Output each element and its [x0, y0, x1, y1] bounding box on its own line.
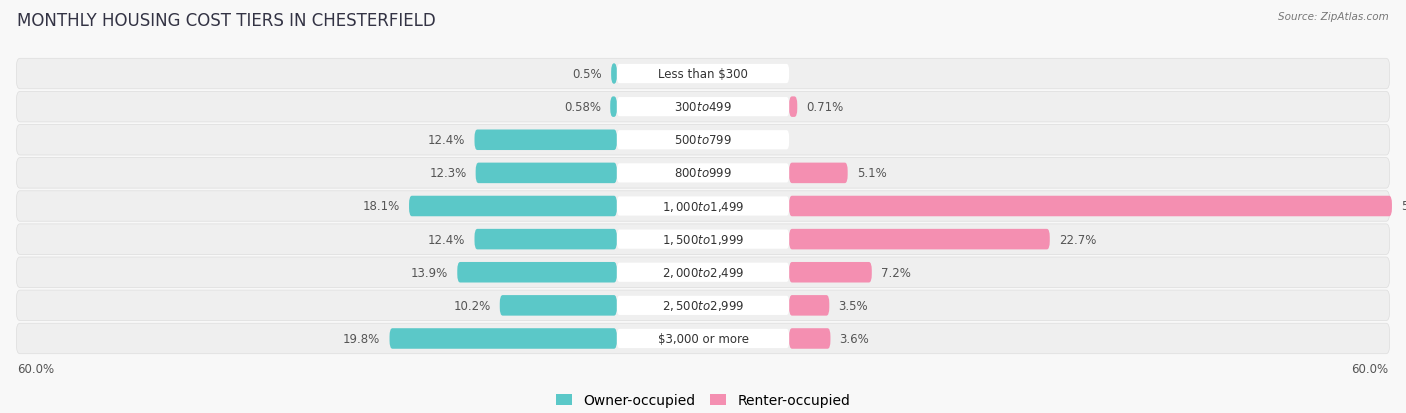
Text: $2,500 to $2,999: $2,500 to $2,999 [662, 299, 744, 313]
FancyBboxPatch shape [617, 230, 789, 249]
Text: $1,500 to $1,999: $1,500 to $1,999 [662, 233, 744, 247]
FancyBboxPatch shape [17, 191, 1389, 222]
FancyBboxPatch shape [617, 131, 789, 150]
FancyBboxPatch shape [612, 64, 617, 85]
Text: 22.7%: 22.7% [1059, 233, 1097, 246]
FancyBboxPatch shape [474, 130, 617, 151]
FancyBboxPatch shape [457, 262, 617, 283]
FancyBboxPatch shape [789, 196, 1392, 217]
FancyBboxPatch shape [617, 65, 789, 84]
Text: 0.71%: 0.71% [807, 101, 844, 114]
Text: 52.5%: 52.5% [1402, 200, 1406, 213]
Text: 18.1%: 18.1% [363, 200, 399, 213]
Text: 13.9%: 13.9% [411, 266, 449, 279]
Text: 7.2%: 7.2% [882, 266, 911, 279]
FancyBboxPatch shape [17, 92, 1389, 123]
FancyBboxPatch shape [789, 163, 848, 184]
Text: MONTHLY HOUSING COST TIERS IN CHESTERFIELD: MONTHLY HOUSING COST TIERS IN CHESTERFIE… [17, 12, 436, 30]
FancyBboxPatch shape [474, 229, 617, 250]
FancyBboxPatch shape [17, 59, 1389, 90]
FancyBboxPatch shape [789, 295, 830, 316]
Text: $2,000 to $2,499: $2,000 to $2,499 [662, 266, 744, 280]
Text: $3,000 or more: $3,000 or more [658, 332, 748, 345]
FancyBboxPatch shape [17, 257, 1389, 288]
Text: 60.0%: 60.0% [1351, 363, 1389, 375]
Text: 0.5%: 0.5% [572, 68, 602, 81]
FancyBboxPatch shape [617, 197, 789, 216]
FancyBboxPatch shape [617, 329, 789, 348]
Text: Less than $300: Less than $300 [658, 68, 748, 81]
FancyBboxPatch shape [617, 98, 789, 117]
Text: 0.58%: 0.58% [564, 101, 600, 114]
FancyBboxPatch shape [789, 97, 797, 118]
FancyBboxPatch shape [789, 262, 872, 283]
Text: 60.0%: 60.0% [17, 363, 55, 375]
FancyBboxPatch shape [17, 125, 1389, 156]
Text: $1,000 to $1,499: $1,000 to $1,499 [662, 199, 744, 214]
FancyBboxPatch shape [475, 163, 617, 184]
Text: 10.2%: 10.2% [453, 299, 491, 312]
Text: 12.4%: 12.4% [427, 233, 465, 246]
Text: 5.1%: 5.1% [856, 167, 887, 180]
FancyBboxPatch shape [610, 97, 617, 118]
Text: Source: ZipAtlas.com: Source: ZipAtlas.com [1278, 12, 1389, 22]
FancyBboxPatch shape [499, 295, 617, 316]
FancyBboxPatch shape [389, 328, 617, 349]
FancyBboxPatch shape [617, 296, 789, 315]
FancyBboxPatch shape [17, 323, 1389, 354]
Text: 12.3%: 12.3% [429, 167, 467, 180]
FancyBboxPatch shape [17, 290, 1389, 321]
Text: 3.6%: 3.6% [839, 332, 869, 345]
Text: $500 to $799: $500 to $799 [673, 134, 733, 147]
Text: $300 to $499: $300 to $499 [673, 101, 733, 114]
FancyBboxPatch shape [789, 328, 831, 349]
FancyBboxPatch shape [617, 263, 789, 282]
Text: $800 to $999: $800 to $999 [673, 167, 733, 180]
FancyBboxPatch shape [17, 224, 1389, 255]
FancyBboxPatch shape [409, 196, 617, 217]
Text: 3.5%: 3.5% [838, 299, 868, 312]
Text: 19.8%: 19.8% [343, 332, 381, 345]
Legend: Owner-occupied, Renter-occupied: Owner-occupied, Renter-occupied [550, 388, 856, 413]
FancyBboxPatch shape [17, 158, 1389, 189]
Text: 12.4%: 12.4% [427, 134, 465, 147]
FancyBboxPatch shape [617, 164, 789, 183]
FancyBboxPatch shape [789, 229, 1050, 250]
